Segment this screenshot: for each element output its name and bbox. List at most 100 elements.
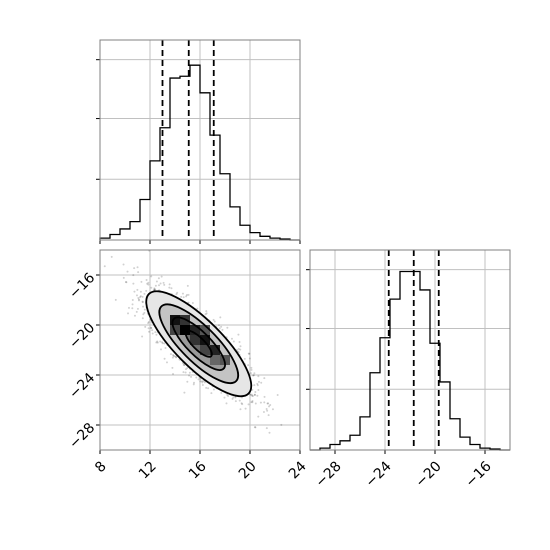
- scatter-point: [205, 386, 208, 389]
- scatter-point: [131, 303, 134, 306]
- scatter-point: [168, 283, 171, 286]
- density-core-cell: [200, 335, 210, 345]
- scatter-point: [252, 374, 255, 377]
- scatter-point: [227, 395, 230, 398]
- scatter-point: [147, 283, 150, 286]
- x-tick-label: 12: [136, 458, 160, 482]
- scatter-point: [133, 267, 136, 270]
- scatter-point: [239, 408, 242, 411]
- scatter-point: [238, 399, 241, 402]
- scatter-point: [141, 300, 144, 303]
- scatter-point: [136, 266, 139, 269]
- scatter-point: [256, 384, 259, 387]
- x-tick-label: −20: [413, 458, 445, 490]
- contour-line-1: [171, 316, 226, 371]
- density-core-cell: [180, 325, 190, 335]
- scatter-point: [244, 407, 247, 410]
- scatter-point: [131, 307, 134, 310]
- y-tick-label: −16: [66, 270, 98, 302]
- scatter-point: [280, 423, 283, 426]
- scatter-point: [147, 327, 150, 330]
- scatter-point: [200, 380, 203, 383]
- scatter-point: [142, 305, 145, 308]
- scatter-point: [235, 348, 238, 351]
- scatter-point: [234, 400, 237, 403]
- scatter-point: [205, 310, 208, 313]
- scatter-point: [143, 308, 146, 311]
- scatter-point: [132, 274, 135, 277]
- scatter-point: [113, 244, 115, 246]
- scatter-point: [137, 296, 140, 299]
- histogram-x-quantile-lines: [161, 40, 215, 240]
- scatter-point: [276, 393, 279, 396]
- scatter-point: [263, 401, 266, 404]
- scatter-point: [212, 388, 215, 391]
- scatter-point: [239, 348, 242, 351]
- scatter-point: [136, 288, 139, 291]
- scatter-point: [204, 313, 207, 316]
- scatter-point: [154, 284, 157, 287]
- scatter-point: [225, 402, 228, 405]
- scatter-point: [220, 391, 223, 394]
- density-core-cell: [210, 355, 220, 365]
- scatter-point: [248, 352, 251, 355]
- scatter-point: [197, 378, 200, 381]
- scatter-point: [135, 294, 138, 297]
- scatter-point: [268, 405, 271, 408]
- histogram-x-ticks: [96, 59, 301, 244]
- scatter-point: [263, 395, 266, 398]
- scatter-point: [156, 340, 159, 343]
- scatter-point: [171, 366, 174, 369]
- scatter-point: [232, 396, 235, 399]
- histogram-x-steps: [99, 64, 300, 241]
- scatter-point: [221, 328, 224, 331]
- x-tick-label: 8: [92, 458, 110, 476]
- scatter-point: [234, 396, 237, 399]
- scatter-point: [191, 301, 194, 304]
- y-tick-label: −28: [66, 420, 98, 452]
- scatter-point: [141, 301, 144, 304]
- scatter-point: [181, 292, 184, 295]
- scatter-point: [249, 372, 252, 375]
- scatter-point: [184, 368, 187, 371]
- scatter-point: [260, 381, 263, 384]
- scatter-point: [254, 402, 257, 405]
- scatter-point: [195, 376, 198, 379]
- scatter-point: [241, 403, 244, 406]
- scatter-point: [133, 290, 136, 293]
- scatter-point: [257, 389, 260, 392]
- scatter-point: [153, 288, 156, 291]
- density-2d-panel: 8 12 16 20 24 −16 −20 −24 −28: [66, 244, 310, 482]
- scatter-point: [136, 307, 139, 310]
- scatter-point: [172, 373, 175, 376]
- scatter-point: [266, 409, 269, 412]
- scatter-point: [251, 394, 254, 397]
- scatter-point: [155, 280, 158, 283]
- x-tick-label: −24: [363, 458, 395, 490]
- scatter-point: [172, 354, 175, 357]
- scatter-point: [159, 282, 162, 285]
- scatter-point: [231, 397, 234, 400]
- scatter-point: [172, 353, 175, 356]
- scatter-point: [226, 326, 229, 329]
- scatter-point: [196, 307, 199, 310]
- scatter-point: [122, 263, 125, 266]
- contour-line-3: [145, 290, 253, 398]
- scatter-point: [184, 371, 187, 374]
- scatter-point: [143, 292, 146, 295]
- scatter-point: [257, 415, 260, 418]
- scatter-point: [126, 270, 129, 273]
- scatter-point: [169, 353, 172, 356]
- scatter-point: [248, 357, 251, 360]
- scatter-point: [153, 287, 156, 290]
- histogram-x-frame: [99, 39, 301, 241]
- scatter-point: [253, 372, 256, 375]
- scatter-point: [232, 340, 235, 343]
- scatter-point: [175, 355, 178, 358]
- density-core-cell: [170, 315, 180, 325]
- scatter-point: [165, 361, 168, 364]
- scatter-point: [141, 317, 144, 320]
- scatter-point: [145, 279, 148, 282]
- scatter-point: [173, 355, 176, 358]
- scatter-point: [250, 401, 253, 404]
